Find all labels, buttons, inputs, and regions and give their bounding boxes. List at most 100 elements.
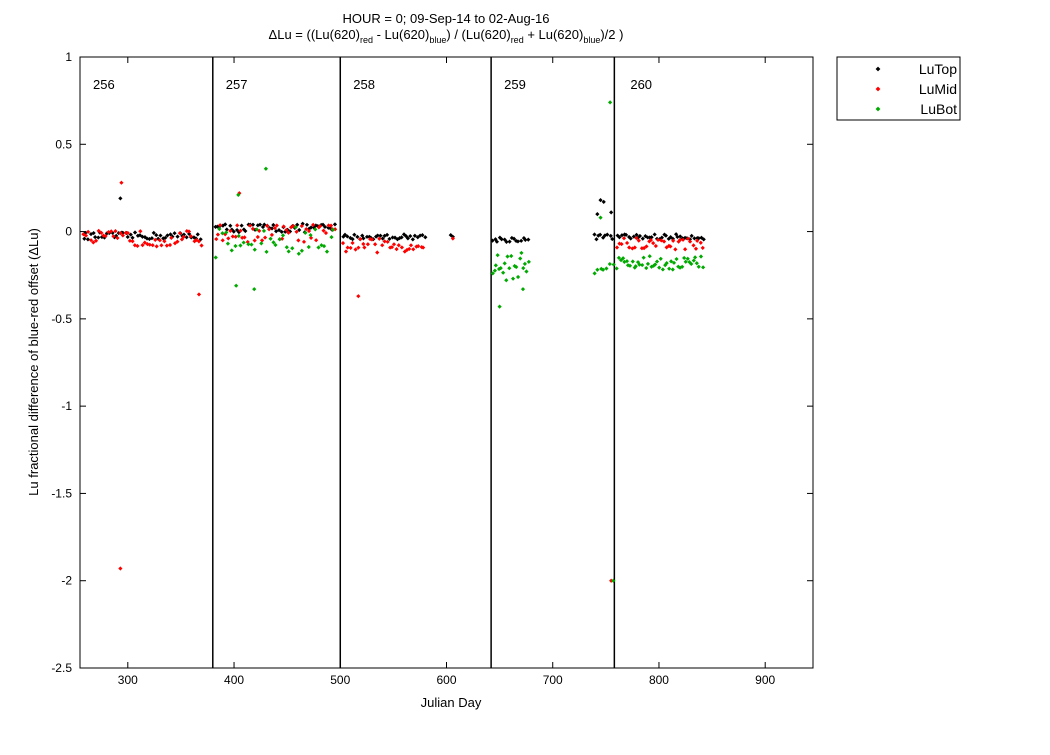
data-point xyxy=(512,263,517,269)
data-point xyxy=(637,233,643,239)
data-point xyxy=(304,222,310,227)
data-point xyxy=(243,228,248,234)
data-point xyxy=(505,254,510,259)
data-point xyxy=(514,264,519,270)
data-point xyxy=(619,233,625,238)
data-point xyxy=(692,255,698,260)
data-point xyxy=(324,249,330,254)
data-point xyxy=(669,259,674,264)
data-point xyxy=(608,233,613,238)
data-point xyxy=(678,237,683,243)
data-point xyxy=(96,228,101,233)
data-point xyxy=(250,226,255,231)
data-point xyxy=(169,235,174,240)
data-point xyxy=(616,255,622,260)
plot-area xyxy=(79,56,814,669)
data-point xyxy=(249,242,254,247)
data-point xyxy=(242,235,247,240)
data-point xyxy=(493,263,498,268)
data-point xyxy=(651,263,656,268)
data-point xyxy=(414,244,419,249)
data-point xyxy=(301,239,307,244)
data-point xyxy=(604,266,609,271)
data-point xyxy=(523,237,528,242)
data-point xyxy=(158,233,163,238)
data-point xyxy=(657,265,662,270)
data-point xyxy=(308,225,314,230)
data-point xyxy=(175,239,180,244)
data-point xyxy=(692,236,697,241)
y-tick-label: 0 xyxy=(65,225,72,239)
y-tick-label: -1 xyxy=(61,399,72,413)
legend-marker xyxy=(875,106,881,112)
section-label: 260 xyxy=(630,77,652,92)
data-point xyxy=(340,240,346,246)
data-point xyxy=(271,240,276,245)
data-point xyxy=(402,249,407,254)
data-point xyxy=(408,243,414,248)
data-point xyxy=(627,245,632,250)
data-point xyxy=(167,242,173,248)
data-point xyxy=(271,222,276,228)
data-point xyxy=(254,227,259,232)
data-point xyxy=(261,228,267,233)
data-point xyxy=(664,245,669,250)
data-point xyxy=(127,238,133,243)
data-point xyxy=(313,227,318,232)
data-point xyxy=(701,265,706,270)
data-point xyxy=(385,239,390,244)
data-point xyxy=(276,228,282,233)
section-label: 256 xyxy=(93,77,115,92)
data-point xyxy=(224,227,229,232)
data-point xyxy=(125,234,130,240)
data-point xyxy=(682,255,687,261)
data-point xyxy=(685,256,690,261)
data-point xyxy=(502,261,507,266)
data-point xyxy=(322,224,328,230)
data-point xyxy=(220,231,225,236)
data-point xyxy=(246,242,251,247)
data-point xyxy=(411,247,416,252)
data-point xyxy=(399,235,404,240)
data-point xyxy=(663,233,669,238)
data-point xyxy=(621,236,627,241)
data-point xyxy=(306,244,311,250)
x-tick-label: 700 xyxy=(543,673,563,687)
data-point xyxy=(350,237,355,242)
data-point xyxy=(518,256,523,261)
data-point xyxy=(633,264,638,269)
data-point xyxy=(384,232,390,237)
y-tick-label: 0.5 xyxy=(55,137,72,151)
data-point xyxy=(138,229,143,234)
data-point xyxy=(397,236,402,241)
y-tick-label: -1.5 xyxy=(51,486,72,500)
data-point xyxy=(162,239,167,244)
data-point xyxy=(663,263,668,268)
legend-marker xyxy=(875,86,881,92)
data-point xyxy=(284,227,289,233)
y-tick-label: -0.5 xyxy=(51,312,72,326)
data-point xyxy=(348,245,353,251)
data-point xyxy=(239,223,244,228)
data-point xyxy=(595,212,600,217)
data-point xyxy=(494,239,500,244)
data-point xyxy=(286,249,291,254)
data-point xyxy=(509,253,514,259)
data-point xyxy=(407,246,412,252)
data-point xyxy=(290,246,295,251)
data-point xyxy=(128,232,133,237)
data-point xyxy=(691,243,696,248)
legend-marker xyxy=(875,66,881,72)
data-point xyxy=(522,261,527,266)
data-point xyxy=(181,234,186,239)
data-point xyxy=(490,271,495,276)
data-point xyxy=(645,235,650,240)
data-point xyxy=(687,237,693,242)
data-point xyxy=(685,236,691,241)
data-point xyxy=(647,239,652,244)
data-point xyxy=(380,243,385,248)
data-point xyxy=(248,223,253,228)
data-point xyxy=(220,238,225,243)
data-point xyxy=(693,246,699,251)
